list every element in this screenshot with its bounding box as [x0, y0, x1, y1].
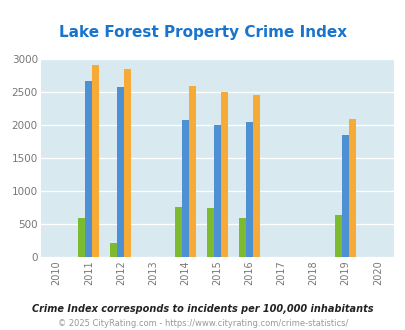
Text: © 2025 CityRating.com - https://www.cityrating.com/crime-statistics/: © 2025 CityRating.com - https://www.city… — [58, 319, 347, 328]
Bar — [206, 208, 213, 257]
Text: Crime Index corresponds to incidents per 100,000 inhabitants: Crime Index corresponds to incidents per… — [32, 304, 373, 314]
Bar — [110, 243, 117, 257]
Bar — [334, 215, 341, 257]
Bar — [238, 218, 245, 257]
Bar — [117, 87, 124, 257]
Bar — [220, 92, 227, 257]
Bar — [341, 135, 348, 257]
Bar — [348, 119, 355, 257]
Bar — [78, 218, 85, 257]
Bar — [245, 122, 252, 257]
Bar — [181, 120, 188, 257]
Bar — [213, 125, 220, 257]
Text: Lake Forest Property Crime Index: Lake Forest Property Crime Index — [59, 25, 346, 40]
Bar — [252, 95, 259, 257]
Bar — [174, 207, 181, 257]
Bar — [85, 81, 92, 257]
Bar — [188, 86, 195, 257]
Bar — [92, 65, 99, 257]
Bar — [124, 69, 131, 257]
